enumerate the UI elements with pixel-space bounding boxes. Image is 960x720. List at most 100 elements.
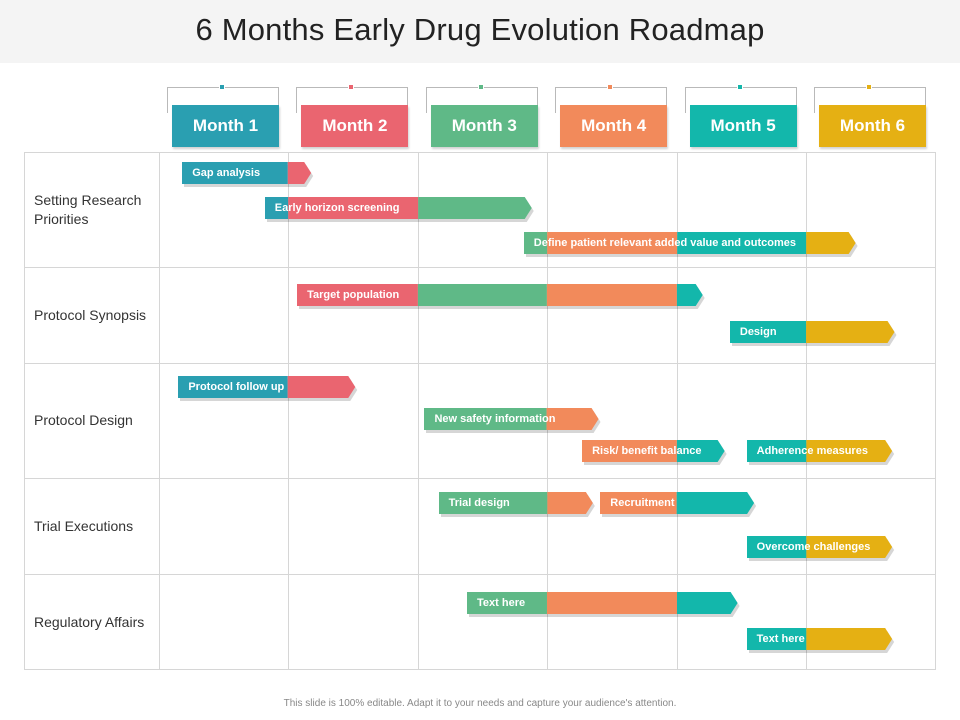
task-bar-segment-month-4: [546, 284, 677, 306]
task-bar-segment-month-3: [438, 492, 547, 514]
task-bar-label: Adherence measures: [756, 445, 868, 457]
month-1-header: Month 1: [167, 84, 281, 148]
task-bar-label: Protocol follow up: [188, 381, 285, 393]
task-bar-segment-month-2: [287, 197, 418, 219]
task-bar-segment-month-1: [178, 376, 288, 398]
task-bar-label: Define patient relevant added value and …: [533, 237, 796, 249]
month-marker: [219, 84, 225, 90]
task-bar-label: Gap analysis: [192, 167, 261, 179]
month-marker: [477, 84, 484, 90]
task-bar-segment-month-4: [600, 492, 677, 514]
title-band: [0, 0, 960, 63]
row-label: Protocol Synopsis: [34, 306, 147, 323]
task-bar-segment-month-6: [805, 536, 892, 558]
task-bar-segment-month-3: [467, 592, 547, 614]
task-bar-label: Text here: [477, 597, 526, 609]
task-bar-shape: [746, 536, 894, 561]
task-bar-segment-month-4: [546, 232, 677, 254]
task-bar-segment-month-6: [805, 232, 856, 254]
task-bar: Protocol follow up: [178, 376, 359, 402]
task-bar-label: Overcome challenges: [756, 541, 871, 553]
task-bar-segment-month-5: [746, 628, 806, 650]
task-bar-segment-month-6: [805, 628, 892, 650]
task-bar-segment-month-3: [417, 197, 532, 219]
month-tab-label: Month 2: [301, 105, 409, 147]
task-bar-shape: [178, 376, 358, 401]
grid-row-line: [24, 267, 936, 268]
task-bar-label: New safety information: [434, 413, 556, 425]
task-bar-shape: [424, 408, 601, 433]
task-bar-segment-month-3: [424, 408, 547, 430]
grid-column-line: [288, 152, 289, 670]
month-tab-label: Month 1: [172, 105, 279, 147]
task-bar-segment-month-2: [297, 284, 418, 306]
month-marker: [607, 84, 614, 90]
task-bar-segment-month-2: [287, 162, 312, 184]
month-5-header: Month 5: [684, 84, 799, 148]
task-bar-segment-month-6: [805, 321, 895, 343]
task-bar-shape: [264, 197, 534, 222]
month-marker: [348, 84, 355, 90]
task-bar-label: Early horizon screening: [274, 202, 400, 214]
row-label: Protocol Design: [34, 412, 133, 428]
month-tab-label: Month 5: [689, 105, 797, 147]
task-bar: Overcome challenges: [746, 536, 896, 562]
task-bar-shape: [600, 492, 757, 517]
task-bar: New safety information: [424, 408, 603, 434]
task-bar-shape: [746, 440, 894, 465]
task-bar-shape: [467, 592, 740, 617]
task-bar-segment-month-5: [746, 536, 806, 558]
page-title: 6 Months Early Drug Evolution Roadmap: [195, 12, 765, 47]
task-bar: Target population: [297, 284, 707, 310]
task-bar-segment-month-4: [546, 408, 599, 430]
task-bar-segment-month-5: [676, 284, 703, 306]
task-bar-label: Recruitment: [610, 497, 675, 509]
task-bar-shape: [182, 162, 314, 187]
task-bar-shape: [523, 232, 858, 257]
grid-row-line: [24, 574, 936, 575]
task-bar-shape: [438, 492, 595, 517]
task-bar-label: Target population: [307, 289, 400, 301]
task-bar-segment-month-4: [582, 440, 677, 462]
task-bar-label: Trial design: [448, 497, 510, 509]
roadmap-grid: [24, 152, 936, 670]
task-bar-shape: [746, 628, 894, 653]
task-bar-shape: [582, 440, 727, 465]
month-2-header: Month 2: [296, 84, 410, 148]
grid-row-line: [24, 478, 936, 479]
task-bar-label: Design: [739, 326, 777, 338]
task-bar-label: Risk/ benefit balance: [592, 445, 702, 457]
task-bar-shape: [297, 284, 705, 309]
task-bar-label: Text here: [756, 633, 805, 645]
task-bar-segment-month-3: [417, 284, 547, 306]
task-bar-segment-month-1: [182, 162, 288, 184]
task-bar-segment-month-3: [523, 232, 547, 254]
task-bar: Gap analysis: [182, 162, 315, 188]
month-tab-label: Month 3: [430, 105, 538, 147]
month-4-header: Month 4: [555, 84, 669, 148]
month-marker: [866, 84, 872, 90]
task-bar-segment-month-5: [676, 592, 738, 614]
task-bar-segment-month-5: [729, 321, 806, 343]
task-bar: Define patient relevant added value and …: [523, 232, 860, 258]
task-bar: Recruitment: [600, 492, 758, 518]
footnote: This slide is 100% editable. Adapt it to…: [283, 698, 677, 709]
month-6-header: Month 6: [814, 84, 928, 148]
task-bar: Trial design: [438, 492, 597, 518]
row-label: Trial Executions: [34, 517, 134, 534]
row-label: Regulatory Affairs: [34, 613, 145, 630]
task-bar-segment-month-4: [546, 492, 593, 514]
task-bar-segment-month-2: [287, 376, 356, 398]
task-bar: Risk/ benefit balance: [582, 440, 729, 466]
grid-column-line: [677, 152, 678, 670]
task-bar: Early horizon screening: [264, 197, 536, 223]
task-bar: Design: [729, 321, 899, 347]
task-bar-segment-month-5: [676, 492, 755, 514]
task-bar-segment-month-1: [264, 197, 288, 219]
row-label: Setting Research Priorities: [34, 191, 142, 227]
task-bar-shape: [729, 321, 897, 346]
month-3-header: Month 3: [425, 84, 540, 148]
grid-column-line: [159, 152, 160, 670]
task-bar-segment-month-4: [546, 592, 677, 614]
task-bar-segment-month-5: [676, 440, 725, 462]
